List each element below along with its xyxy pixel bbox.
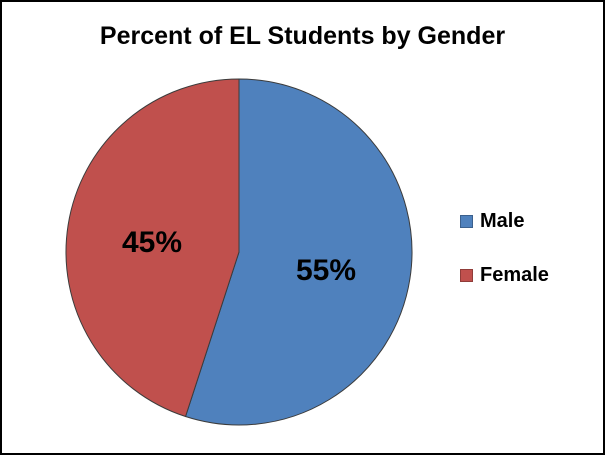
legend-item-male: Male (460, 208, 549, 234)
legend-item-female: Female (460, 262, 549, 288)
pie-slice-female (65, 78, 240, 418)
legend: Male Female (460, 208, 549, 316)
chart-title: Percent of EL Students by Gender (99, 22, 506, 50)
pie-slice-male (184, 78, 413, 426)
data-label-male: 55% (296, 254, 356, 287)
legend-label-male: Male (480, 209, 525, 232)
legend-swatch-male (460, 214, 473, 228)
legend-swatch-female (460, 268, 473, 282)
pie-data-labels: 55% 45% (122, 226, 356, 287)
legend-label-female: Female (480, 263, 549, 286)
pie-slices (65, 78, 413, 426)
data-label-female: 45% (122, 226, 182, 259)
